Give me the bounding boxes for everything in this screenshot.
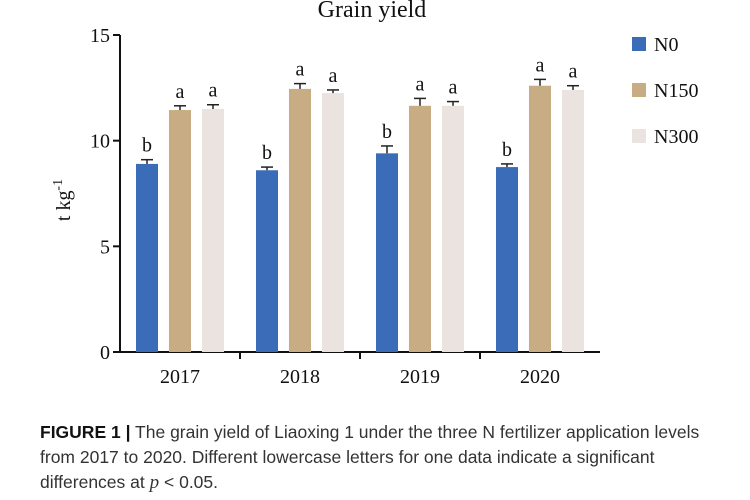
x-tick-label: 2017 (160, 366, 200, 388)
bar-n150-2018 (289, 88, 311, 352)
y-tick-label: 10 (90, 131, 110, 153)
y-tick-label: 0 (100, 342, 110, 364)
legend-label-n0: N0 (654, 34, 678, 56)
significance-letter: b (142, 135, 152, 157)
y-axis-label-exponent: -1 (51, 179, 66, 191)
grain-yield-chart: Grain yield 0 5 10 15 2017 2018 2019 2020 b a a b a… (51, 0, 698, 388)
legend-swatch-n300 (632, 129, 646, 143)
bar-n0-2017 (136, 163, 158, 352)
bar-n300-2019 (442, 105, 464, 353)
legend: N0 N150 N300 (632, 34, 698, 148)
bar-n150-2017 (169, 110, 191, 352)
bar-n0-2019 (376, 153, 398, 352)
bar-n0-2020 (496, 167, 518, 352)
legend-swatch-n150 (632, 83, 646, 97)
figure-caption: FIGURE 1 | The grain yield of Liaoxing 1… (40, 420, 730, 495)
bar-n300-2020 (562, 89, 584, 353)
legend-label-n150: N150 (654, 80, 698, 102)
significance-letter: a (569, 61, 578, 83)
x-tick-label: 2018 (280, 366, 320, 388)
bar-n300-2017 (202, 108, 224, 352)
axes: 0 5 10 15 2017 2018 2019 2020 (90, 25, 600, 388)
y-axis-label: t kg-1 (51, 179, 75, 221)
bar-n150-2019 (409, 105, 431, 353)
significance-letter: a (296, 59, 305, 81)
significance-letter: a (536, 54, 545, 76)
x-tick-label: 2020 (520, 366, 560, 388)
x-tick-label: 2019 (400, 366, 440, 388)
caption-text: The grain yield of Liaoxing 1 under the … (40, 422, 700, 492)
chart-title: Grain yield (318, 0, 427, 23)
significance-letter: b (262, 142, 272, 164)
significance-letter: a (329, 65, 338, 87)
significance-letter: a (209, 80, 218, 102)
significance-letter: a (416, 73, 425, 95)
y-tick-label: 5 (100, 236, 110, 258)
bar-n150-2020 (529, 85, 551, 352)
caption-text-end: < 0.05. (164, 472, 219, 492)
y-tick-label: 15 (90, 25, 110, 47)
bar-n300-2018 (322, 93, 344, 352)
legend-label-n300: N300 (654, 126, 698, 148)
significance-letter: b (382, 121, 392, 143)
significance-letter: a (176, 81, 185, 103)
bar-n0-2018 (256, 170, 278, 352)
y-axis-label-unit: t kg (53, 191, 75, 222)
legend-swatch-n0 (632, 37, 646, 51)
bars: b a a b a a b a a b a a (136, 54, 584, 353)
significance-letter: b (502, 139, 512, 161)
caption-p-symbol: p (149, 472, 160, 493)
significance-letter: a (449, 77, 458, 99)
caption-separator: | (125, 422, 131, 442)
caption-label: FIGURE 1 (40, 422, 121, 442)
